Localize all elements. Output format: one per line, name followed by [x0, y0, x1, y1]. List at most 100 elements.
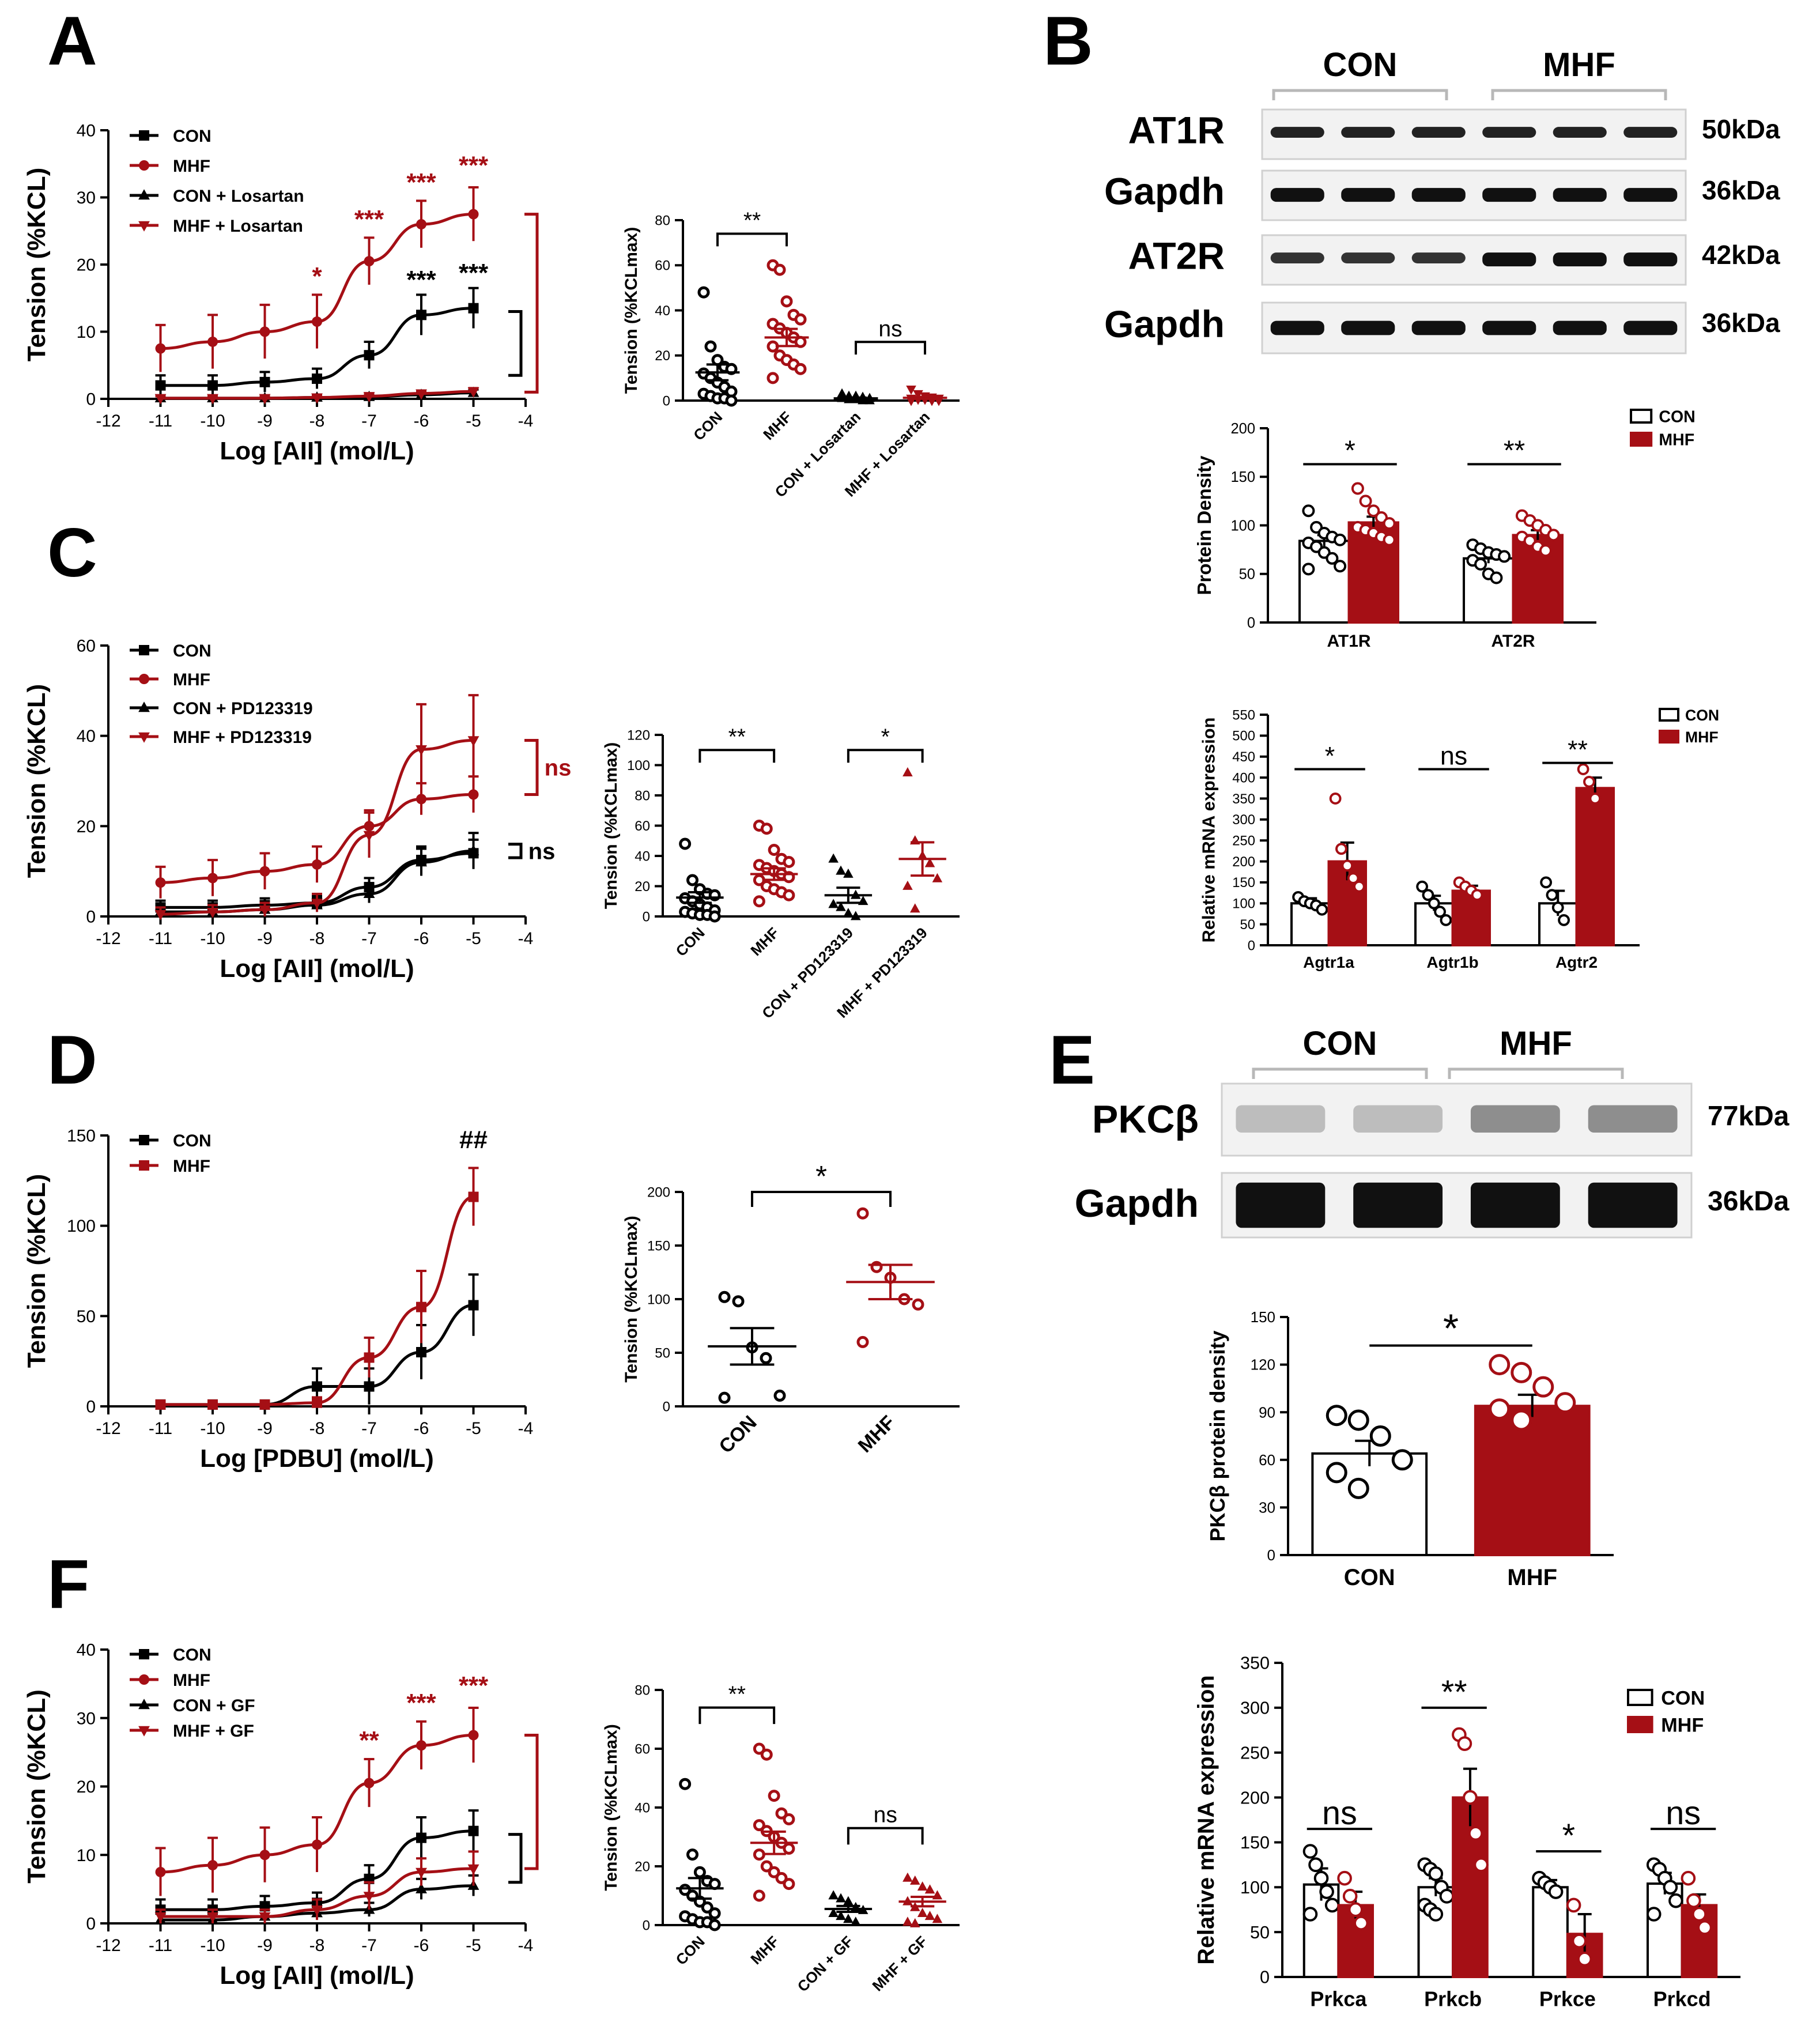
- bracket-label: ns: [545, 756, 572, 781]
- legend-label: MHF + GF: [173, 1722, 254, 1741]
- x-axis-label: Log [AII] (mol/L): [220, 1961, 414, 1990]
- data-point: [259, 866, 270, 877]
- blot-band: [1588, 1182, 1678, 1228]
- bar-point: [1468, 1826, 1483, 1841]
- blot-band: [1236, 1105, 1326, 1133]
- bar: [1452, 1796, 1489, 1979]
- data-point: [364, 1778, 375, 1788]
- category-label: CON: [1344, 1565, 1395, 1590]
- bar-point: [1391, 1449, 1413, 1471]
- data-point: [154, 910, 167, 920]
- data-point: [416, 1867, 427, 1878]
- blot-band: [1270, 127, 1324, 138]
- bar-point: [1329, 793, 1342, 805]
- scatter-point: [775, 1807, 788, 1820]
- y-tick-label: 300: [1232, 812, 1255, 828]
- legend-swatch: [1627, 1716, 1653, 1733]
- comparison-label: **: [1441, 1674, 1467, 1711]
- panel-letter-d: D: [47, 1021, 97, 1099]
- y-tick-label: 200: [1240, 1788, 1270, 1808]
- bar-point: [1511, 1361, 1532, 1383]
- data-point: [416, 794, 426, 805]
- scatter-point: [783, 1878, 795, 1891]
- blot-band: [1270, 320, 1324, 335]
- x-tick-label: -7: [361, 1936, 377, 1955]
- data-point: [468, 1825, 479, 1836]
- bracket: [508, 843, 523, 859]
- bar-point: [1489, 1398, 1511, 1420]
- data-point: [416, 1882, 427, 1893]
- data-point: [468, 209, 479, 220]
- bar-point: [1326, 1462, 1347, 1484]
- y-tick-label: 50: [1239, 567, 1255, 583]
- scatter-point: [686, 874, 698, 886]
- data-point: [416, 856, 427, 867]
- data-point: [416, 1740, 426, 1751]
- blot-row-label: Gapdh: [1075, 1182, 1199, 1225]
- y-tick-label: 350: [1232, 791, 1255, 807]
- bar-point: [1558, 914, 1570, 926]
- data-point: [155, 343, 166, 354]
- data-point: [311, 1906, 323, 1916]
- blot-size-label: 36kDa: [1702, 308, 1780, 338]
- y-axis-label: Tension (%KCL): [22, 1689, 51, 1884]
- category-label: CON + GF: [794, 1933, 857, 1995]
- y-axis-label: Relative mRNA expression: [1194, 1675, 1219, 1964]
- category-label: Agtr2: [1555, 953, 1598, 971]
- data-point: [312, 859, 322, 870]
- blot-size-label: 36kDa: [1702, 175, 1780, 205]
- legend-swatch: [1630, 409, 1653, 424]
- bar-point: [1369, 1425, 1391, 1447]
- data-point: [259, 1912, 271, 1923]
- bar-point: [1646, 1907, 1662, 1922]
- scatter-point: [924, 1911, 935, 1920]
- y-tick-label: 10: [77, 323, 96, 342]
- x-tick-label: -8: [309, 412, 325, 431]
- blot-band: [1588, 1105, 1678, 1133]
- panel-letter-a: A: [47, 2, 97, 80]
- blot-band: [1353, 1105, 1443, 1133]
- blot-band: [1341, 188, 1395, 202]
- comparison-label: ns: [1322, 1795, 1357, 1832]
- significance-label: ***: [354, 205, 384, 233]
- y-tick-label: 100: [647, 1292, 670, 1307]
- scatter-point: [858, 896, 869, 905]
- legend-marker: [139, 1649, 149, 1659]
- x-tick-label: -6: [414, 929, 429, 948]
- scatter-point: [836, 1911, 846, 1920]
- scatter-point: [766, 372, 779, 384]
- legend-label: MHF: [1659, 431, 1694, 450]
- y-tick-label: 30: [77, 1709, 96, 1728]
- scatter-point: [856, 1335, 869, 1348]
- bar-point: [1359, 495, 1372, 508]
- scatter-point: [836, 865, 846, 875]
- comparison-label: ns: [1440, 742, 1467, 771]
- y-tick-label: 60: [1259, 1451, 1275, 1469]
- bar-point: [1428, 1866, 1444, 1881]
- panel-letter-b: B: [1043, 2, 1093, 80]
- data-point: [416, 310, 426, 320]
- x-tick-label: -9: [257, 929, 273, 948]
- y-tick-label: 50: [1250, 1923, 1270, 1942]
- scatter-point: [708, 1919, 721, 1931]
- legend-label: CON: [1685, 707, 1719, 724]
- y-tick-label: 90: [1259, 1403, 1275, 1421]
- y-tick-label: 20: [77, 817, 96, 836]
- y-tick-label: 0: [643, 909, 650, 925]
- panel-letter-e: E: [1049, 1021, 1095, 1099]
- comparison-label: *: [1345, 435, 1355, 466]
- x-axis-label: Log [AII] (mol/L): [220, 954, 414, 983]
- blot-size-label: 77kDa: [1708, 1101, 1789, 1132]
- bar-point: [1490, 571, 1503, 584]
- y-tick-label: 40: [77, 1641, 96, 1660]
- scatter-point: [718, 1391, 731, 1404]
- y-tick-label: 200: [1230, 421, 1255, 437]
- x-tick-label: -6: [414, 412, 429, 431]
- significance-label: ##: [459, 1126, 488, 1154]
- scatter-point: [794, 313, 807, 326]
- scatter-point: [783, 889, 795, 901]
- category-label: Agtr1b: [1426, 953, 1478, 971]
- category-label: Prkcb: [1424, 1987, 1482, 2010]
- scatter-point: [909, 1918, 920, 1927]
